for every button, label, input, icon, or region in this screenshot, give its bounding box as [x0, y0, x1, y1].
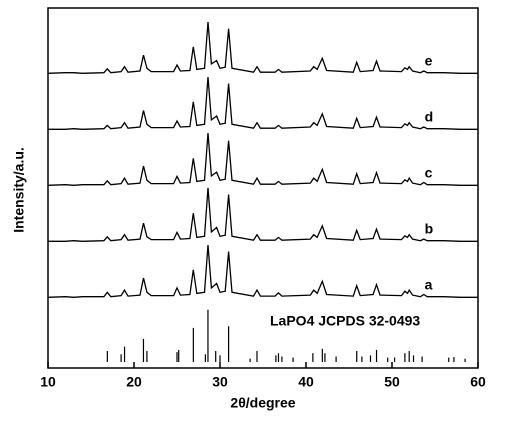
pattern-label: d	[425, 109, 434, 125]
pattern-line	[48, 187, 478, 242]
pattern-line	[47, 22, 478, 74]
plot-frame	[47, 7, 479, 369]
x-tick-label: 50	[384, 374, 400, 390]
pattern-label: a	[425, 277, 433, 293]
x-tick-label: 10	[40, 374, 56, 390]
x-tick-label: 60	[470, 374, 486, 390]
pattern-label: c	[425, 165, 433, 181]
pattern-line	[48, 76, 478, 130]
x-tick-label: 40	[298, 374, 314, 390]
x-tick-label: 30	[212, 374, 228, 390]
pattern-label: e	[425, 53, 433, 69]
x-axis-label: 2θ/degree	[230, 395, 295, 411]
reference-label: LaPO4 JCPDS 32-0493	[270, 313, 420, 329]
pattern-line	[47, 132, 478, 186]
x-tick-label: 20	[126, 374, 142, 390]
pattern-label: b	[425, 221, 434, 237]
y-axis-label: Intensity/a.u.	[11, 147, 27, 233]
pattern-line	[47, 244, 478, 298]
